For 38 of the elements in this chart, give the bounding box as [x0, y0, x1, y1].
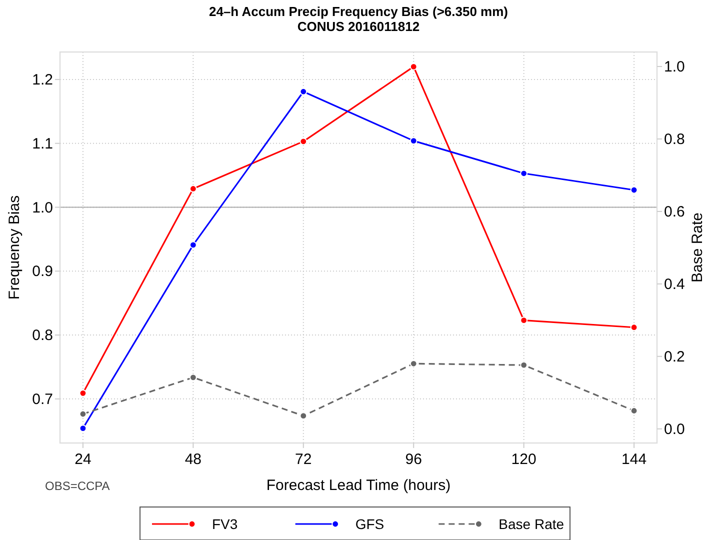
chart-subtitle: CONUS 2016011812 [297, 19, 420, 34]
y-tick-label: 1.2 [32, 71, 53, 88]
x-tick-label: 96 [405, 451, 422, 468]
point [79, 389, 87, 397]
y-axis-title: Frequency Bias [6, 195, 23, 300]
x-tick-label: 144 [622, 451, 647, 468]
point [189, 374, 197, 382]
point [79, 410, 87, 418]
point [300, 412, 308, 420]
y2-tick-label: 1.0 [664, 58, 685, 76]
point [520, 170, 528, 178]
y2-tick-label: 0.4 [664, 276, 685, 293]
y-tick-label: 0.8 [32, 327, 53, 344]
y-tick-label: 0.7 [32, 390, 53, 408]
x-tick-label: 72 [295, 451, 312, 468]
text: 1.0 [32, 199, 53, 216]
text: OBS=CCPA [45, 479, 110, 493]
y2-tick-label: 0.0 [664, 420, 685, 438]
point [410, 137, 418, 145]
legend-label: FV3 [212, 516, 238, 532]
chart-title: 24–h Accum Precip Frequency Bias (>6.350 mm) [208, 4, 508, 19]
y-tick-label: 1.1 [32, 135, 53, 152]
y2-axis-title: Base Rate [689, 212, 706, 283]
x-tick-label: 120 [511, 451, 536, 468]
y2-tick-label: 0.6 [664, 203, 685, 220]
x-tick-label: 48 [184, 451, 202, 468]
point [630, 407, 638, 414]
x-axis-title: Forecast Lead Time (hours) [266, 477, 451, 494]
point [300, 88, 308, 96]
y2-tick-label: 0.8 [664, 130, 685, 148]
y2-tick-label: 0.2 [664, 348, 685, 366]
legend-label: GFS [355, 516, 384, 532]
y-tick-label: 0.9 [32, 263, 53, 280]
point [300, 138, 308, 146]
point [189, 241, 197, 249]
legend-label: Base Rate [498, 516, 564, 532]
point [630, 186, 638, 194]
x-tick-label: 24 [74, 451, 92, 468]
